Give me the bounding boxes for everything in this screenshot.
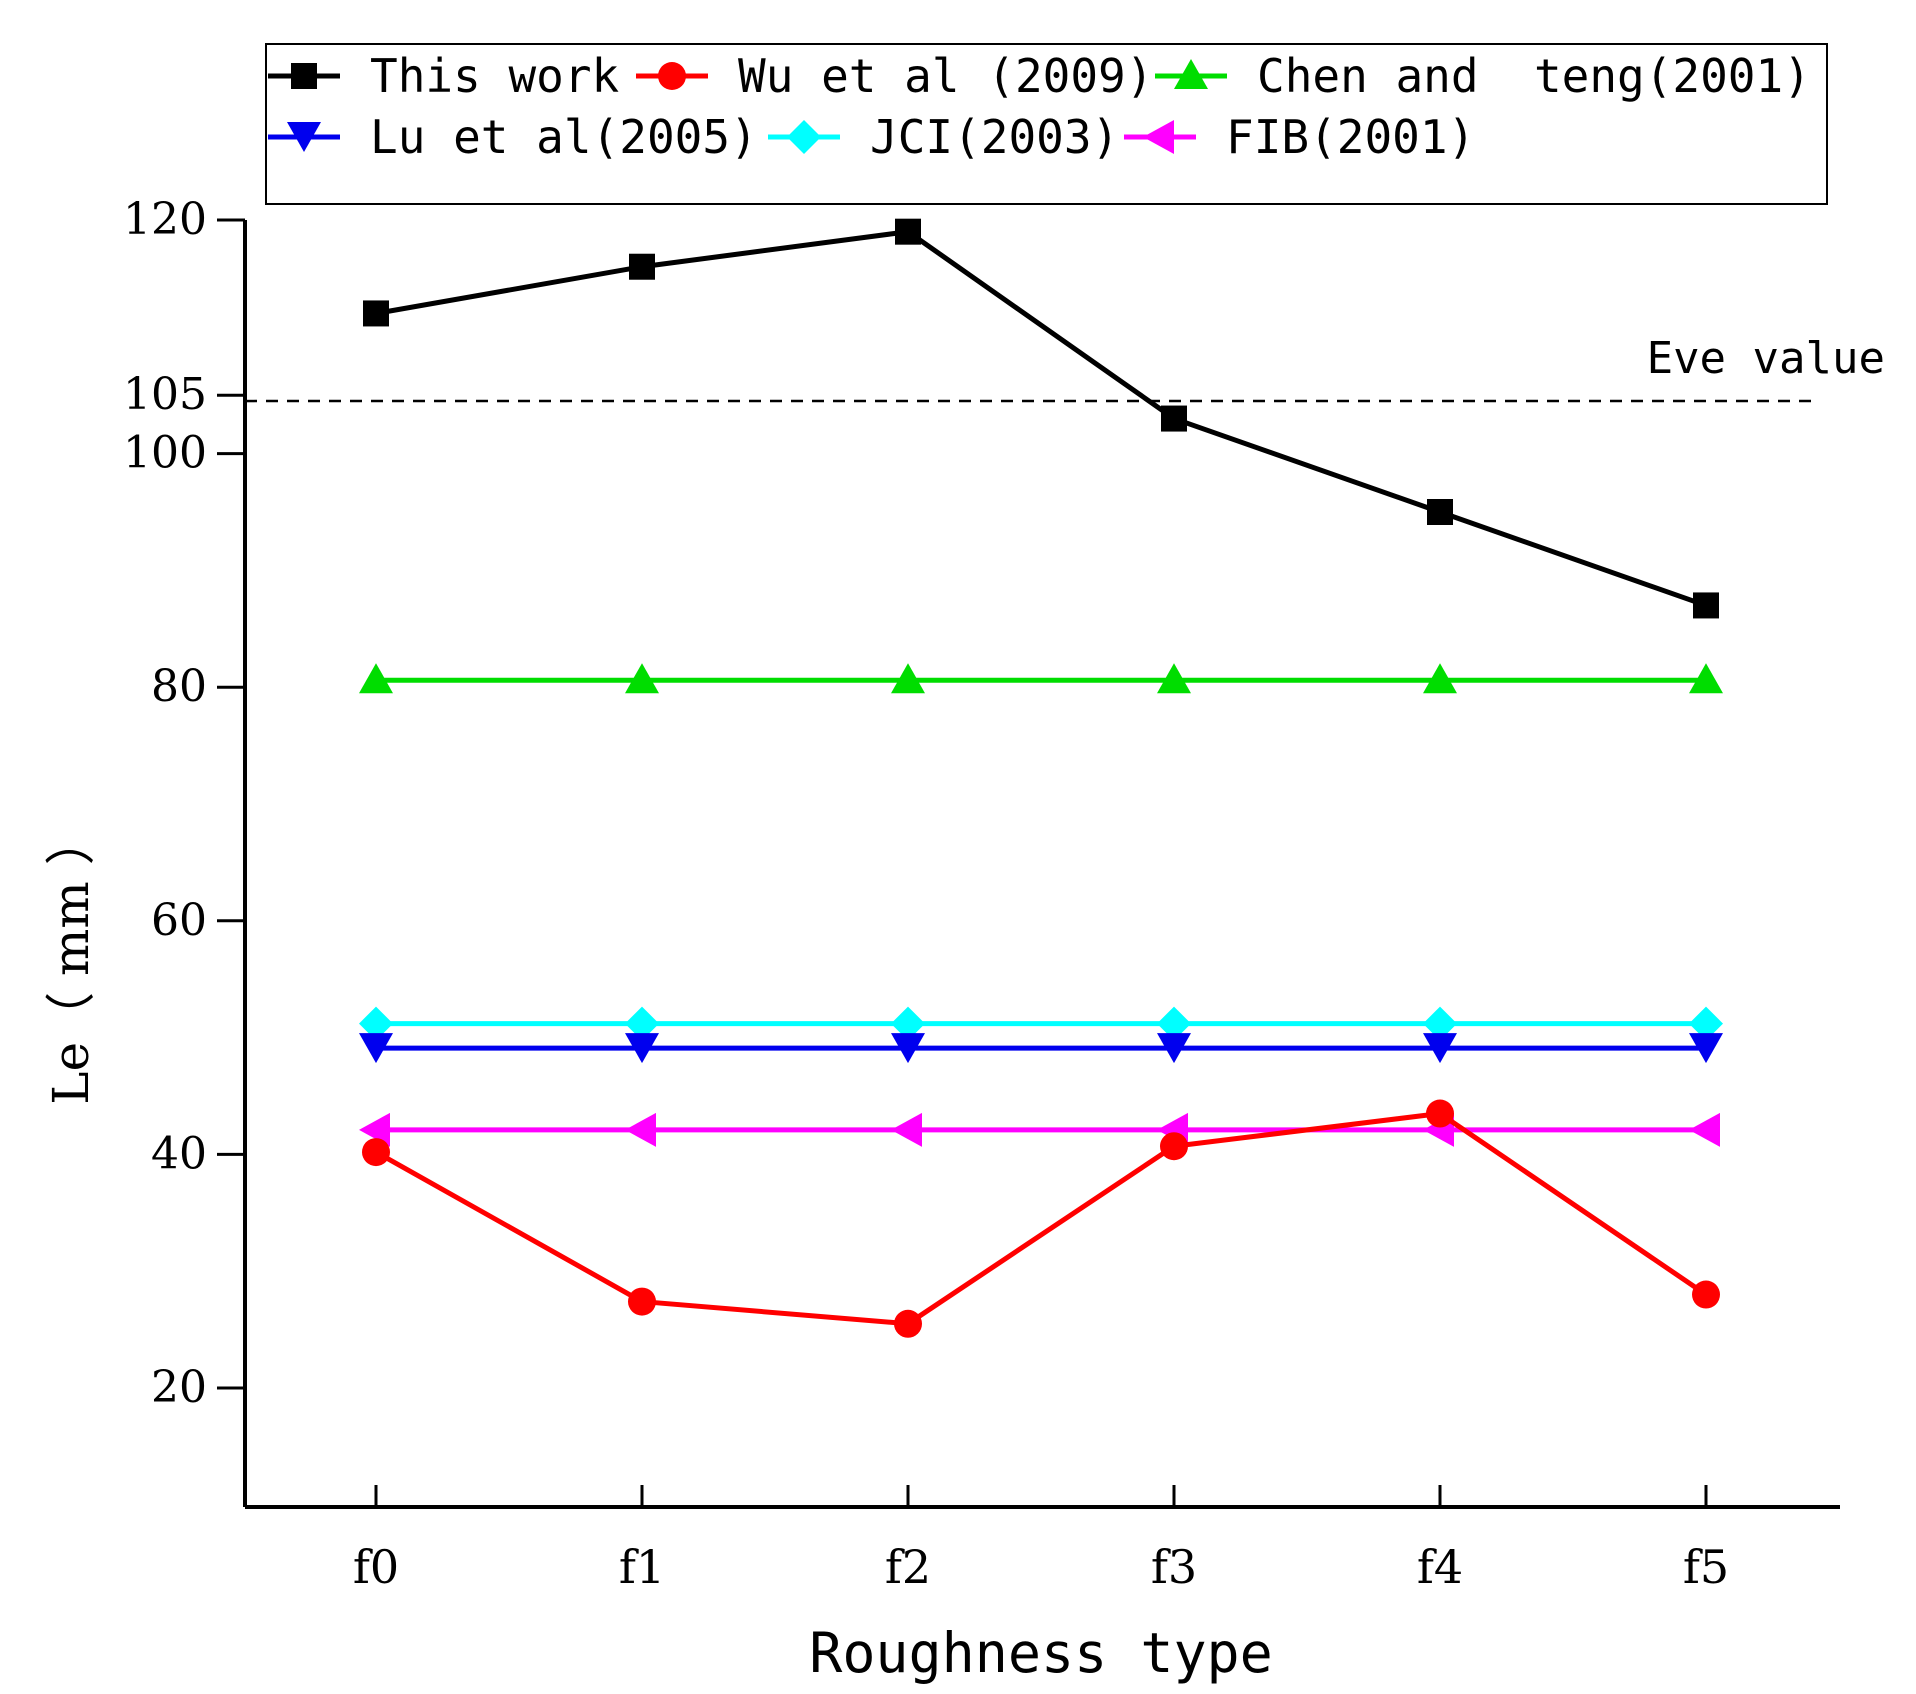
legend-item-jci-2003: JCI(2003): [768, 110, 1119, 164]
series-line: [374, 1111, 1708, 1327]
data-point: [1692, 1280, 1720, 1309]
data-point: [1689, 1006, 1723, 1041]
data-point: [1157, 1006, 1191, 1041]
legend-marker: [658, 62, 686, 90]
data-point: [625, 1006, 659, 1041]
series-wu-et-al-2009: [362, 1099, 1720, 1338]
x-tick-label: f0: [353, 1540, 399, 1594]
data-point: [362, 1138, 390, 1167]
data-point: [359, 1112, 390, 1147]
data-point: [1423, 663, 1457, 694]
series-fib-2001: [359, 1112, 1720, 1147]
data-point: [1689, 1033, 1723, 1064]
data-point: [363, 300, 389, 327]
axes: 20 40 60 80 100 105 120 f0 f1 f2 f3 f4 f5: [123, 194, 1840, 1594]
x-tick-label: f4: [1417, 1540, 1463, 1594]
legend-label: Chen and teng(2001): [1257, 49, 1811, 103]
data-point: [894, 1309, 922, 1338]
data-point: [628, 1287, 656, 1316]
data-point: [1157, 663, 1191, 694]
series-jci-2003: [359, 1006, 1723, 1041]
reference-line-label: Eve value: [1647, 333, 1885, 384]
data-point: [891, 663, 925, 694]
data-point: [1160, 1132, 1188, 1161]
data-point: [1423, 1006, 1457, 1041]
series-this-work: [363, 218, 1719, 619]
x-tick-label: f3: [1151, 1540, 1197, 1594]
y-tick-label: 105: [123, 369, 207, 420]
legend-marker: [787, 120, 821, 154]
y-tick-label: 40: [151, 1128, 207, 1179]
legend-label: Lu et al(2005): [370, 110, 758, 164]
y-tick-label: 100: [123, 428, 207, 479]
x-tick-label: f1: [619, 1540, 665, 1594]
data-point: [895, 218, 921, 245]
legend-item-fib-2001: FIB(2001): [1124, 110, 1475, 164]
legend-label: JCI(2003): [870, 110, 1119, 164]
legend-item-lu-et-al-2005: Lu et al(2005): [268, 110, 758, 164]
data-point: [1161, 405, 1187, 432]
legend-item-this-work: This work: [268, 49, 619, 103]
data-point: [625, 1033, 659, 1064]
y-tick-label: 80: [151, 661, 207, 712]
data-point: [1427, 499, 1453, 525]
legend-item-chen-and-teng-2001: Chen and teng(2001): [1155, 49, 1811, 103]
series-line: [375, 229, 1707, 608]
data-point: [891, 1033, 925, 1064]
y-axis-label: Le（ mm ）: [42, 815, 100, 1104]
data-point: [625, 1112, 656, 1147]
x-tick-label: f2: [885, 1540, 931, 1594]
data-point: [629, 253, 655, 280]
data-point: [1426, 1099, 1454, 1128]
data-point: [359, 663, 393, 694]
reference-line-group: Eve value: [245, 333, 1885, 403]
legend-label: FIB(2001): [1226, 110, 1475, 164]
series-lu-et-al-2005: [359, 1033, 1723, 1064]
legend-label: This work: [370, 49, 619, 103]
data-point: [625, 663, 659, 694]
data-point: [891, 1112, 922, 1147]
data-point: [1689, 1112, 1720, 1147]
y-tick-label: 120: [123, 194, 207, 245]
y-tick-label: 60: [151, 895, 207, 946]
legend-box: [265, 43, 1828, 205]
x-axis-label: Roughness type: [809, 1621, 1273, 1685]
data-point: [1693, 592, 1719, 619]
legend-marker: [1143, 120, 1174, 154]
data-point: [359, 1006, 393, 1041]
legend-item-wu-et-al-2009: Wu et al (2009): [636, 49, 1153, 103]
series-chen-and-teng-2001: [359, 663, 1723, 694]
y-tick-label: 20: [151, 1362, 207, 1413]
series-group: [359, 218, 1723, 1338]
legend-marker: [291, 63, 317, 89]
x-tick-label: f5: [1683, 1540, 1729, 1594]
legend-marker: [287, 122, 321, 152]
data-point: [359, 1033, 393, 1064]
data-point: [1689, 663, 1723, 694]
legend-marker: [1174, 59, 1208, 89]
data-point: [891, 1006, 925, 1041]
legend: This work Wu et al (2009) Chen and teng(20…: [265, 43, 1828, 205]
data-point: [1423, 1033, 1457, 1064]
legend-label: Wu et al (2009): [738, 49, 1153, 103]
data-point: [1157, 1033, 1191, 1064]
